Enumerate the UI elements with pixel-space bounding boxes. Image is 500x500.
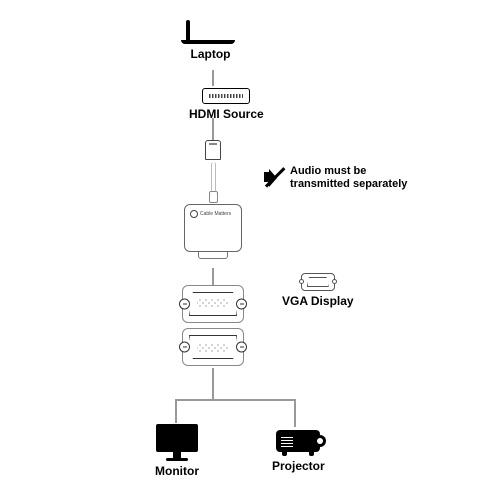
- adapter-brand-label: Cable Matters: [200, 211, 231, 217]
- audio-note-text: Audio must be transmitted separately: [290, 165, 407, 190]
- vga-connector-icon: [182, 285, 244, 323]
- connector-line: [212, 268, 214, 286]
- monitor-node: Monitor: [155, 424, 199, 478]
- hdmi-source-label: HDMI Source: [189, 107, 264, 121]
- connection-diagram: Laptop HDMI Source Cable Matters Audio m…: [0, 0, 500, 500]
- vga-display-label: VGA Display: [282, 294, 354, 308]
- adapter-body-node: Cable Matters: [184, 204, 242, 259]
- adapter-cable: [209, 162, 218, 203]
- connector-line: [212, 368, 214, 400]
- adapter-port-icon: [198, 251, 228, 259]
- vga-connector-bottom: [182, 328, 244, 366]
- vga-connector-top: [182, 285, 244, 323]
- adapter-body-icon: Cable Matters: [184, 204, 242, 252]
- connector-line: [212, 118, 214, 140]
- audio-note-line1: Audio must be: [290, 165, 366, 177]
- projector-node: Projector: [272, 430, 325, 473]
- cable-icon: [211, 162, 216, 192]
- monitor-icon: [156, 424, 198, 461]
- audio-muted-icon: [264, 168, 284, 188]
- strain-relief-icon: [209, 191, 218, 203]
- connector-line: [175, 399, 295, 401]
- adapter-plug: [205, 140, 221, 160]
- laptop-node: Laptop: [186, 22, 235, 61]
- audio-note: Audio must be transmitted separately: [264, 165, 407, 190]
- vga-port-icon: [301, 273, 335, 291]
- hdmi-icon: [202, 88, 250, 104]
- hdmi-source-node: HDMI Source: [189, 88, 264, 121]
- connector-line: [294, 399, 296, 427]
- vga-display-side: VGA Display: [282, 273, 354, 308]
- projector-icon: [276, 430, 320, 452]
- laptop-icon: [186, 22, 235, 44]
- laptop-label: Laptop: [191, 47, 231, 61]
- adapter-brand: Cable Matters: [190, 210, 231, 218]
- audio-note-line2: transmitted separately: [290, 178, 407, 190]
- connector-line: [175, 399, 177, 423]
- connector-line: [212, 70, 214, 86]
- hdmi-plug-icon: [205, 140, 221, 160]
- projector-label: Projector: [272, 459, 325, 473]
- monitor-label: Monitor: [155, 464, 199, 478]
- vga-connector-icon: [182, 328, 244, 366]
